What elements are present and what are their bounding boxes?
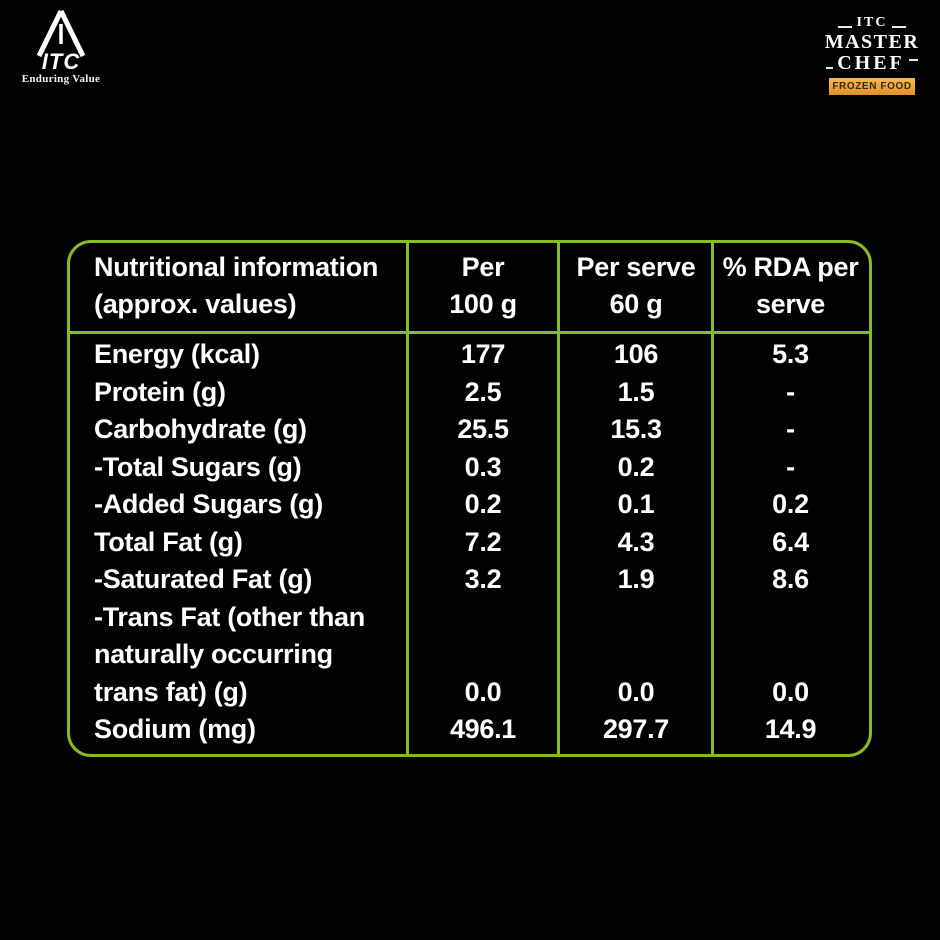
table-row: Total Fat (g) 7.2 4.3 6.4 xyxy=(70,524,869,562)
table-header-row: Nutritional information (approx. values)… xyxy=(70,243,869,334)
value-per-100g: 496.1 xyxy=(449,714,517,744)
table-row: -Added Sugars (g) 0.2 0.1 0.2 xyxy=(70,486,869,524)
value-rda-per-serve: 6.4 xyxy=(772,526,809,557)
itc-tagline: Enduring Value xyxy=(21,73,101,85)
frozen-food-ribbon: FROZEN FOOD xyxy=(829,78,915,95)
table-row: Energy (kcal) 177 106 5.3 xyxy=(70,336,869,374)
value-rda-per-serve: 5.3 xyxy=(772,339,809,369)
value-per-serve: 1.9 xyxy=(617,564,655,594)
value-per-100g: 7.2 xyxy=(464,526,502,557)
table-row: Protein (g) 2.5 1.5 - xyxy=(70,374,869,412)
header-nutritional-information: Nutritional information (approx. values) xyxy=(94,252,379,319)
value-per-100g: 0.2 xyxy=(464,489,502,519)
column-divider xyxy=(406,243,409,754)
value-per-serve: 0.2 xyxy=(617,451,655,482)
itc-triangle-icon: ITC xyxy=(36,9,86,72)
table-row: -Trans Fat (other than naturally occurri… xyxy=(70,599,869,712)
value-per-100g: 3.2 xyxy=(464,564,502,594)
value-per-serve: 4.3 xyxy=(617,526,655,557)
value-per-100g: 2.5 xyxy=(464,376,502,407)
value-per-100g: 0.0 xyxy=(464,676,502,707)
header-rda-per-serve: % RDA per serve xyxy=(722,252,859,319)
value-per-100g: 177 xyxy=(460,339,506,369)
value-rda-per-serve: - xyxy=(786,376,795,407)
table-body: Energy (kcal) 177 106 5.3 Protein (g) 2.5 1.5 -… xyxy=(70,334,869,754)
master-chef-brand: ITC xyxy=(820,16,924,30)
table-row: Sodium (mg) 496.1 297.7 14.9 xyxy=(70,711,869,749)
header-per-100g: Per 100 g xyxy=(449,252,517,319)
column-divider xyxy=(557,243,560,754)
itc-monogram: ITC xyxy=(42,49,81,72)
value-per-serve: 297.7 xyxy=(602,714,670,744)
table-row: -Total Sugars (g) 0.3 0.2 - xyxy=(70,449,869,487)
frozen-food-ribbon-label: FROZEN FOOD xyxy=(832,81,912,92)
header-per-serve: Per serve 60 g xyxy=(576,252,696,319)
value-rda-per-serve: 0.0 xyxy=(772,676,809,707)
nutrient-label: Energy (kcal) xyxy=(94,339,260,369)
master-chef-wordmark-chef: CHEF xyxy=(820,53,924,73)
header-divider xyxy=(70,331,869,334)
nutrition-table: Nutritional information (approx. values)… xyxy=(67,240,872,757)
master-chef-logo: ITC MASTER CHEF FROZEN FOOD xyxy=(820,16,924,95)
value-per-serve: 15.3 xyxy=(610,414,662,444)
nutrient-label: Protein (g) xyxy=(94,376,226,407)
nutrient-label: -Total Sugars (g) xyxy=(94,451,302,482)
value-per-serve: 1.5 xyxy=(617,376,655,407)
value-per-serve: 0.0 xyxy=(617,676,655,707)
nutrient-label: -Trans Fat (other than naturally occurri… xyxy=(94,601,365,707)
nutrient-label: Carbohydrate (g) xyxy=(94,414,307,444)
nutrient-label: -Saturated Fat (g) xyxy=(94,564,313,594)
value-per-serve: 106 xyxy=(613,339,659,369)
column-divider xyxy=(711,243,714,754)
value-rda-per-serve: - xyxy=(786,414,795,444)
value-rda-per-serve: 8.6 xyxy=(772,564,809,594)
itc-logo: ITC Enduring Value xyxy=(18,8,104,85)
table-row: Carbohydrate (g) 25.5 15.3 - xyxy=(70,411,869,449)
master-chef-wordmark-master: MASTER xyxy=(824,31,920,53)
nutrient-label: -Added Sugars (g) xyxy=(94,489,323,519)
value-per-100g: 0.3 xyxy=(464,451,502,482)
nutrient-label: Sodium (mg) xyxy=(94,714,256,744)
nutrient-label: Total Fat (g) xyxy=(94,526,243,557)
table-row: -Saturated Fat (g) 3.2 1.9 8.6 xyxy=(70,561,869,599)
value-per-100g: 25.5 xyxy=(457,414,509,444)
value-rda-per-serve: 0.2 xyxy=(772,489,809,519)
value-per-serve: 0.1 xyxy=(617,489,655,519)
value-rda-per-serve: - xyxy=(786,451,795,482)
value-rda-per-serve: 14.9 xyxy=(764,714,817,744)
